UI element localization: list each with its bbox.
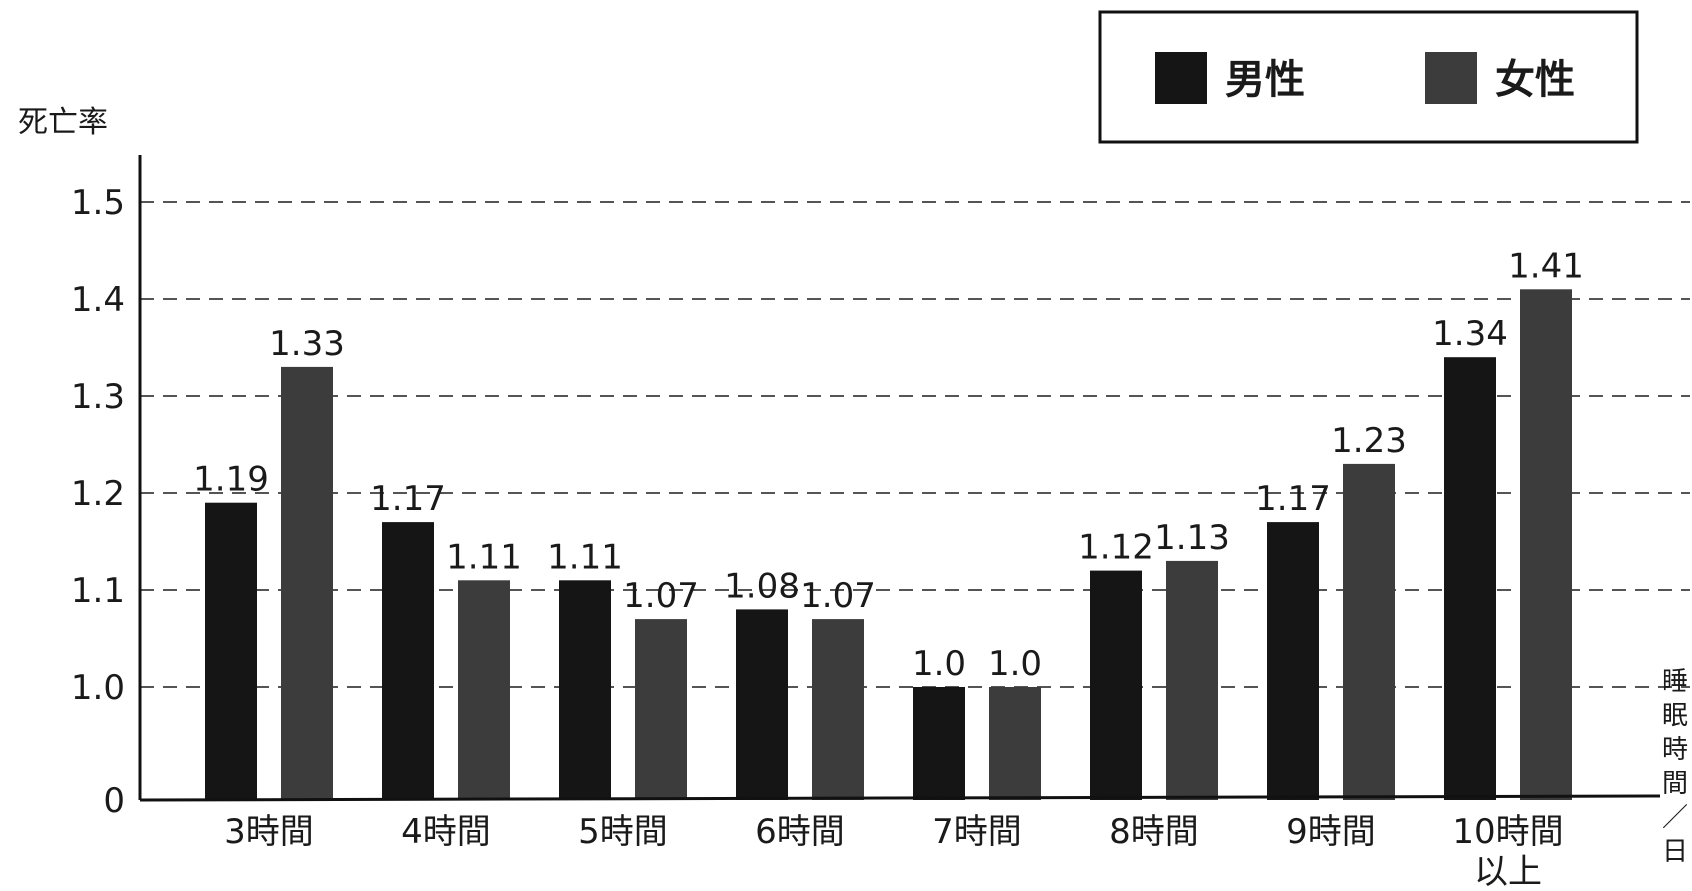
x-tick-label: 10時間 (1452, 812, 1563, 852)
bar-female (281, 366, 333, 800)
x-tick-label: 3時間 (224, 812, 314, 852)
x-tick-label: 6時間 (755, 812, 845, 852)
legend-swatch (1425, 52, 1477, 104)
bar-female (1520, 289, 1572, 800)
y-tick-label: 1.2 (71, 474, 125, 514)
data-label: 1.07 (800, 576, 876, 616)
data-label: 1.17 (370, 479, 446, 519)
bar-male (205, 502, 257, 800)
data-label: 1.0 (912, 644, 966, 684)
bar-female (812, 619, 864, 800)
data-label: 1.07 (623, 576, 699, 616)
bar-male (913, 687, 965, 800)
data-label: 1.0 (988, 644, 1042, 684)
y-tick-label: 1.1 (71, 571, 125, 611)
data-label: 1.08 (724, 566, 800, 606)
data-label: 1.11 (547, 537, 623, 577)
data-label: 1.41 (1508, 246, 1584, 286)
y-tick-label: 1.5 (71, 183, 125, 223)
bar-male (1444, 357, 1496, 800)
y-tick-label: 1.4 (71, 280, 125, 320)
x-tick-label: 9時間 (1286, 812, 1376, 852)
x-axis-line (139, 794, 1661, 802)
y-tick-label: 0 (103, 781, 125, 821)
data-label: 1.19 (193, 460, 269, 500)
bar-male (382, 522, 434, 800)
legend: 男性 女性 (1098, 10, 1639, 144)
bar-female (1166, 560, 1218, 800)
x-tick-label: 8時間 (1109, 812, 1199, 852)
legend-label: 女性 (1495, 57, 1575, 103)
x-tick-label: 4時間 (401, 812, 491, 852)
y-tick-label: 1.0 (71, 668, 125, 708)
y-tick-label: 1.3 (71, 377, 125, 417)
data-label: 1.23 (1331, 421, 1407, 461)
data-label: 1.17 (1255, 479, 1331, 519)
axes (138, 155, 1661, 802)
bar-male (1090, 570, 1142, 800)
x-tick-label: 5時間 (578, 812, 668, 852)
bar-male (1267, 522, 1319, 800)
bar-female (989, 687, 1041, 800)
data-label: 1.11 (446, 537, 522, 577)
bars (205, 289, 1572, 800)
bar-male (736, 609, 788, 800)
legend-label: 男性 (1225, 57, 1305, 103)
x-tick-label: 以上 (1474, 852, 1542, 891)
legend-swatch (1155, 52, 1207, 104)
bar-female (635, 619, 687, 800)
data-label: 1.12 (1078, 528, 1154, 568)
y-axis-title: 死亡率 (18, 105, 108, 140)
data-label: 1.33 (269, 324, 345, 364)
bar-male (559, 580, 611, 800)
x-axis-title: 睡眠時間／日 (1662, 667, 1688, 867)
bar-female (1343, 463, 1395, 800)
bar-female (458, 580, 510, 800)
data-label: 1.13 (1154, 518, 1230, 558)
x-tick-label: 7時間 (932, 812, 1022, 852)
data-label: 1.34 (1432, 314, 1508, 354)
